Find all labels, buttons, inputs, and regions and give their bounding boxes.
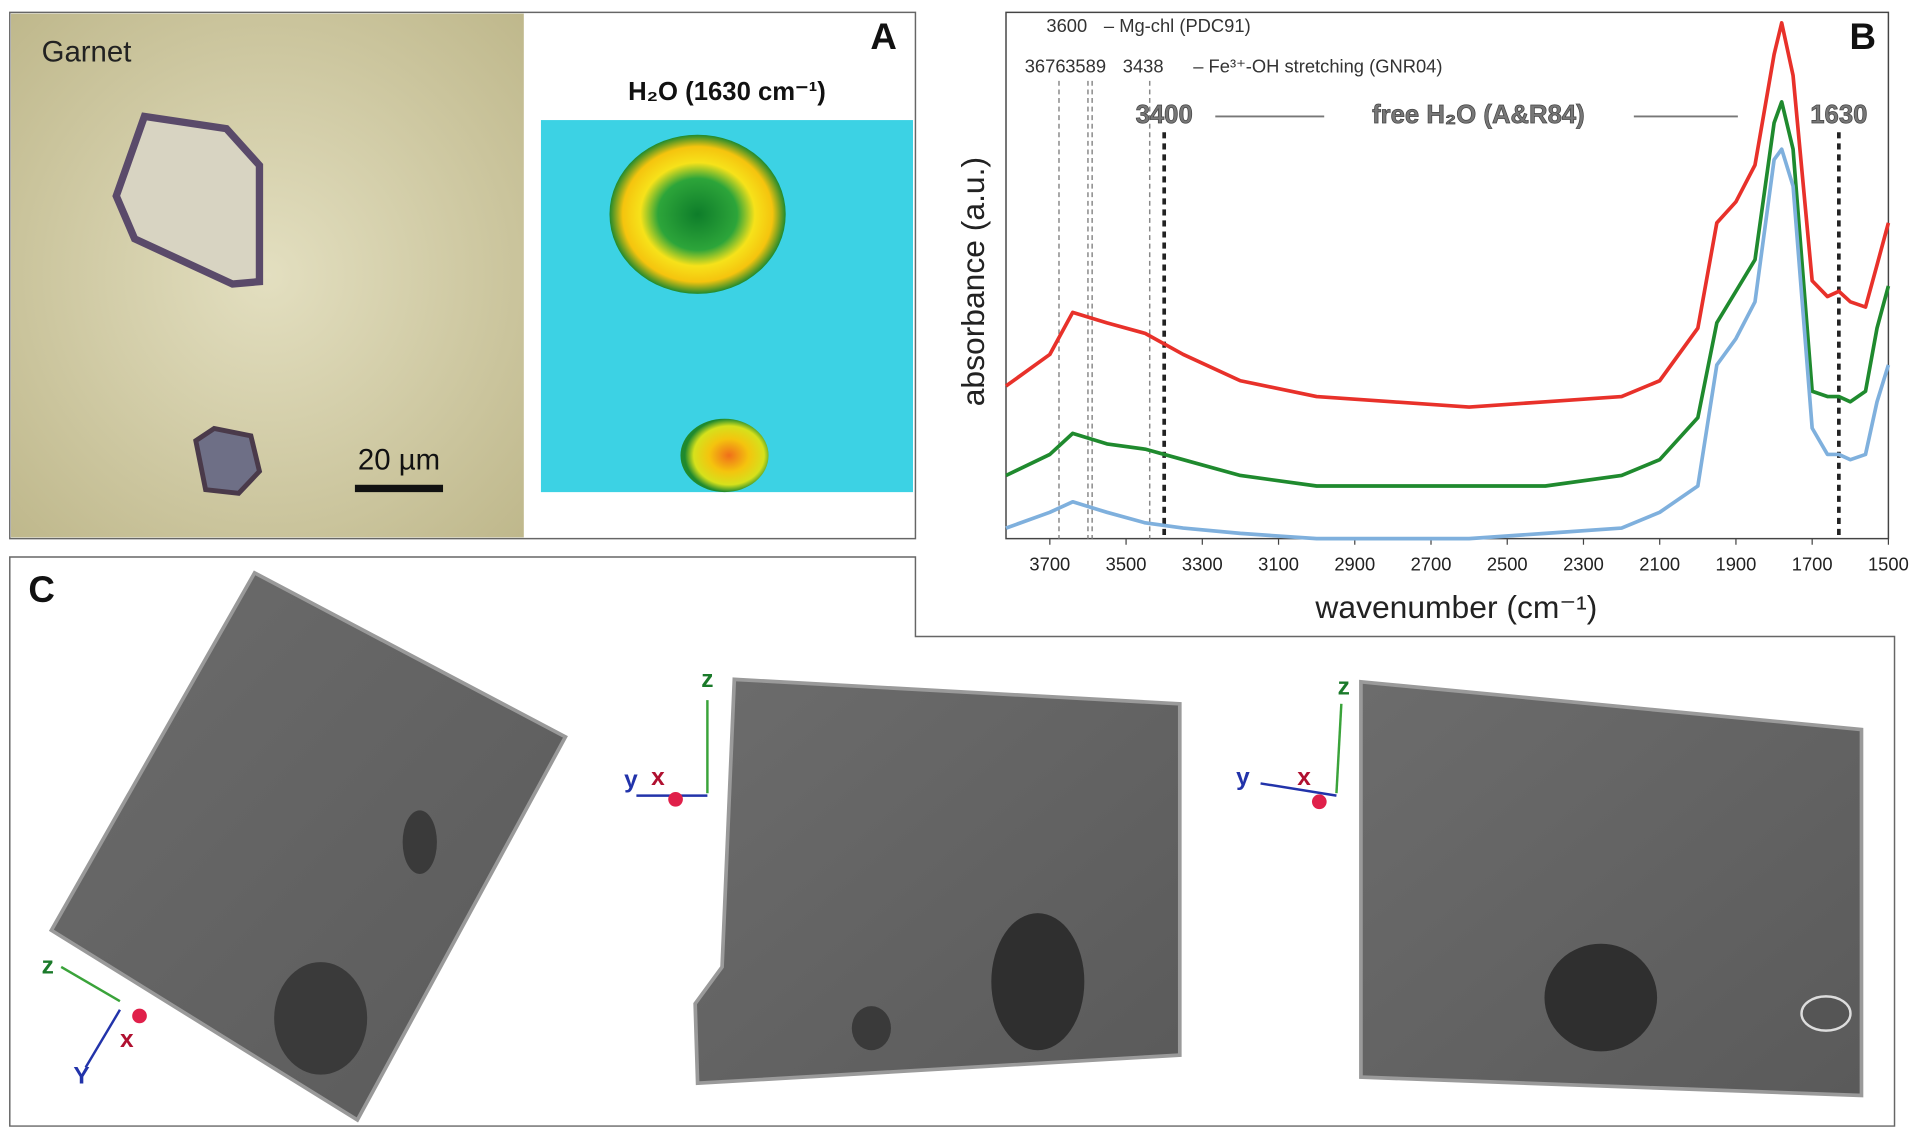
water-label: 3400 xyxy=(1136,101,1193,129)
triad-label: y xyxy=(624,766,638,793)
photo-label: Garnet xyxy=(42,36,132,69)
x-tick-label: 2500 xyxy=(1487,553,1528,574)
ct-volume xyxy=(695,679,1180,1083)
map-blob xyxy=(609,135,785,294)
water-label: 1630 xyxy=(1810,101,1867,129)
triad-origin xyxy=(668,792,683,807)
triad-label: z xyxy=(42,952,54,979)
inclusion xyxy=(196,428,260,493)
triad-label: x xyxy=(651,764,665,791)
panel-label: A xyxy=(870,16,897,57)
map-blob xyxy=(680,419,768,492)
triad-axis xyxy=(61,967,120,1001)
triad-axis xyxy=(1336,704,1341,793)
triad-label: z xyxy=(701,666,713,693)
triad-label: z xyxy=(1338,673,1350,700)
x-tick-label: 1500 xyxy=(1868,553,1909,574)
x-tick-label: 3300 xyxy=(1182,553,1223,574)
triad-origin xyxy=(132,1009,147,1024)
triad-axis xyxy=(86,1010,120,1068)
reference-label: 3589 xyxy=(1065,55,1106,76)
panel-label: C xyxy=(28,569,55,610)
spectrum-line xyxy=(1006,149,1888,538)
x-tick-label: 2100 xyxy=(1639,553,1680,574)
triad-label: x xyxy=(1297,764,1311,791)
ct-inclusion xyxy=(1802,996,1851,1030)
triad-label: x xyxy=(120,1026,134,1053)
ct-inclusion xyxy=(852,1006,891,1050)
axis-triad: z y x xyxy=(1236,673,1350,809)
x-tick-label: 2300 xyxy=(1563,553,1604,574)
triad-origin xyxy=(1312,794,1327,809)
ct-inclusion xyxy=(991,913,1084,1050)
mg-chl-note: – Mg-chl (PDC91) xyxy=(1104,15,1251,36)
garnet-photo xyxy=(11,14,524,538)
plot-frame xyxy=(1006,12,1888,538)
x-tick-label: 3700 xyxy=(1029,553,1070,574)
reference-label: 3600 xyxy=(1046,15,1087,36)
map-title: H₂O (1630 cm⁻¹) xyxy=(628,78,826,106)
x-tick-label: 3100 xyxy=(1258,553,1299,574)
x-tick-label: 1700 xyxy=(1792,553,1833,574)
x-tick-label: 3500 xyxy=(1106,553,1147,574)
x-axis-label: wavenumber (cm⁻¹) xyxy=(1314,589,1597,625)
figure: Garnet 20 µm H₂O (1630 cm⁻¹) A B wavenum… xyxy=(0,0,1919,1136)
reference-label: 3676 xyxy=(1025,55,1066,76)
reference-label: 3438 xyxy=(1123,55,1164,76)
scale-bar xyxy=(355,485,443,492)
scale-bar-label: 20 µm xyxy=(358,443,440,476)
x-tick-label: 2900 xyxy=(1334,553,1375,574)
ct-inclusion xyxy=(274,962,367,1075)
ct-inclusion xyxy=(403,810,437,874)
x-tick-label: 2700 xyxy=(1411,553,1452,574)
free-water-note: free H₂O (A&R84) xyxy=(1372,101,1585,129)
fe-oh-note: – Fe³⁺-OH stretching (GNR04) xyxy=(1193,55,1442,76)
panel-label: B xyxy=(1849,16,1876,57)
x-tick-label: 1900 xyxy=(1716,553,1757,574)
triad-label: Y xyxy=(73,1063,89,1090)
spectra-chart: B wavenumber (cm⁻¹) absorbance (a.u.) fr… xyxy=(955,12,1909,625)
ct-inclusion xyxy=(1545,944,1658,1052)
y-axis-label: absorbance (a.u.) xyxy=(955,157,991,406)
axis-triad: z y x xyxy=(624,666,713,807)
triad-label: y xyxy=(1236,764,1250,791)
spectrum-line xyxy=(1006,23,1888,407)
